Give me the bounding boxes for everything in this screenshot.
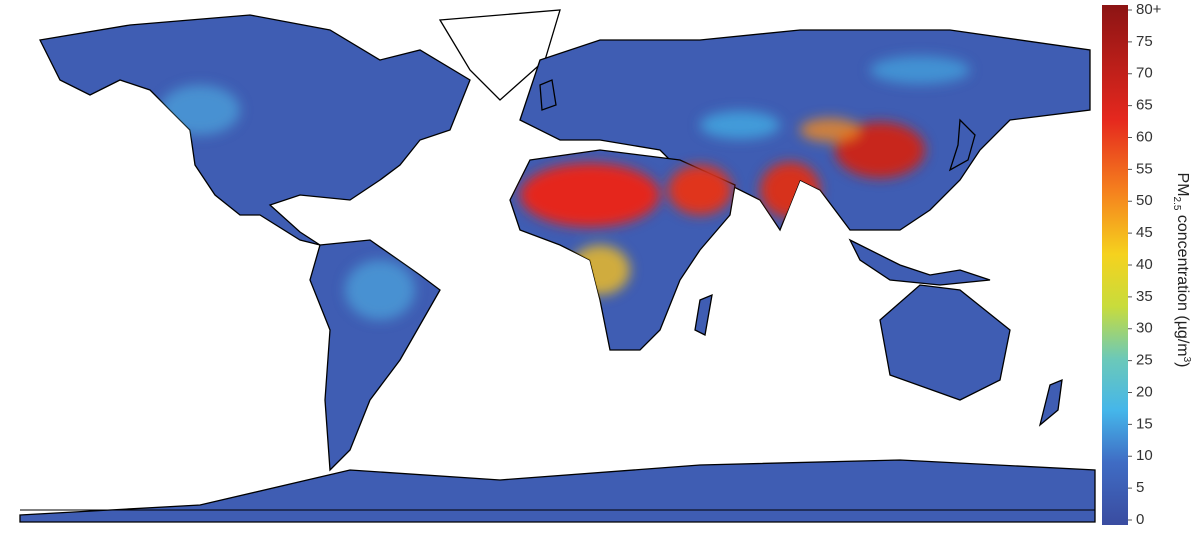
colorbar-tick-label: 25 — [1136, 352, 1153, 369]
indonesia — [848, 238, 991, 286]
patch — [345, 260, 415, 320]
patch — [520, 163, 660, 227]
colorbar-tick-label: 15 — [1136, 415, 1153, 432]
title-part: concentration (µg/m — [1174, 210, 1191, 356]
colorbar-tick-label: 35 — [1136, 288, 1153, 305]
patch — [700, 111, 780, 139]
colorbar-tick-label: 60 — [1136, 128, 1153, 145]
colorbar-tick-label: 70 — [1136, 65, 1153, 82]
new-zealand — [1038, 378, 1063, 427]
continents — [19, 9, 1096, 523]
colorbar-ticks: 0 5 10 15 20 25 30 35 40 45 50 55 60 65 70 75 80+ — [1128, 1, 1162, 528]
uk — [539, 79, 557, 111]
title-subscript: 2.5 — [1171, 197, 1182, 211]
colorbar-tick-label: 20 — [1136, 383, 1153, 400]
patch — [668, 165, 732, 215]
title-part: ) — [1174, 362, 1191, 367]
colorbar-title: PM2.5 concentration (µg/m3) — [1171, 173, 1192, 368]
colorbar — [1102, 5, 1128, 525]
patch — [835, 122, 925, 178]
patch — [800, 118, 860, 142]
greenland — [438, 9, 561, 101]
patch — [870, 56, 970, 84]
north-america — [39, 14, 471, 246]
madagascar — [694, 293, 713, 336]
patch — [760, 162, 820, 218]
colorbar-tick-label: 55 — [1136, 160, 1153, 177]
colorbar-tick-label: 40 — [1136, 256, 1153, 273]
colorbar-tick-label: 75 — [1136, 33, 1153, 50]
colorbar-tick-label: 80+ — [1136, 1, 1162, 18]
colorbar-tick-label: 45 — [1136, 224, 1153, 241]
colorbar-tick-label: 30 — [1136, 320, 1153, 337]
patch — [160, 85, 240, 135]
title-part: PM — [1174, 173, 1191, 197]
colorbar-tick-label: 50 — [1136, 192, 1153, 209]
japan — [948, 118, 976, 172]
title-superscript: 3 — [1181, 357, 1192, 363]
pollution-overlay — [160, 56, 970, 320]
antarctica — [19, 459, 1096, 523]
australia — [879, 284, 1011, 401]
colorbar-tick-label: 65 — [1136, 97, 1153, 114]
patch — [570, 245, 630, 295]
colorbar-tick-label: 10 — [1136, 447, 1153, 464]
colorbar-tick-label: 5 — [1136, 479, 1144, 496]
colorbar-tick-label: 0 — [1136, 511, 1144, 528]
